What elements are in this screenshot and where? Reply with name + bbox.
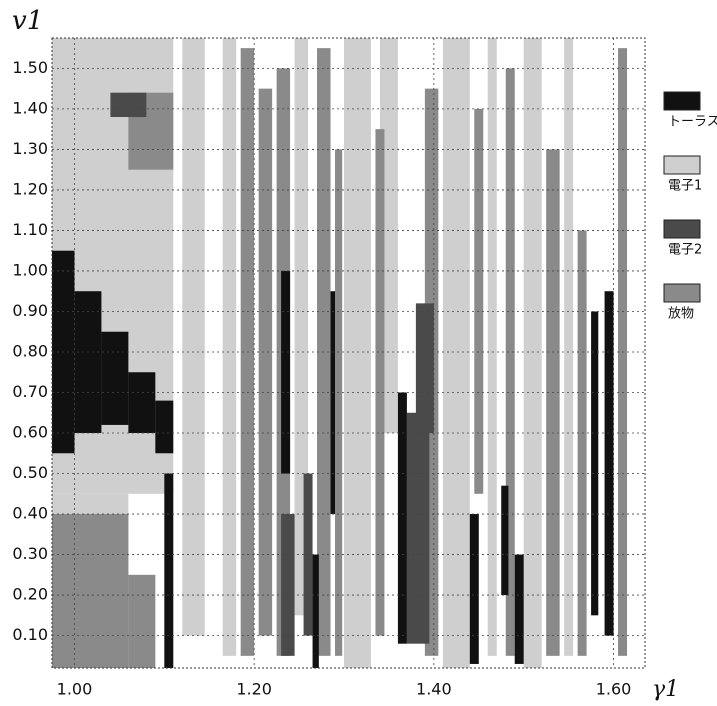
region — [469, 514, 479, 664]
y-tick-label: 0.80 — [12, 341, 48, 360]
region — [546, 149, 560, 656]
plot-frame — [51, 37, 646, 669]
region — [312, 554, 319, 668]
y-tick-label: 0.40 — [12, 504, 48, 523]
y-tick-label: 0.20 — [12, 585, 48, 604]
region — [52, 514, 129, 668]
legend-swatch — [663, 283, 701, 303]
x-tick-label: 1.40 — [416, 680, 452, 699]
y-tick-label: 0.90 — [12, 301, 48, 320]
region — [487, 38, 497, 656]
region — [577, 230, 587, 656]
region — [375, 129, 385, 636]
region — [330, 291, 336, 515]
region — [442, 38, 470, 668]
x-tick-label: 1.60 — [596, 680, 632, 699]
y-tick-label: 1.10 — [12, 220, 48, 239]
region — [128, 574, 156, 668]
region — [415, 303, 434, 434]
region — [474, 108, 484, 494]
y-tick-label: 1.30 — [12, 139, 48, 158]
y-tick-label: 0.60 — [12, 423, 48, 442]
legend-swatch — [663, 219, 701, 239]
region — [110, 92, 147, 118]
region — [281, 270, 291, 474]
region — [182, 38, 205, 636]
legend-label: 電子2 — [668, 243, 702, 258]
region — [564, 38, 574, 656]
y-tick-label: 0.10 — [12, 625, 48, 644]
region — [344, 38, 371, 668]
y-tick-label: 1.20 — [12, 179, 48, 198]
y-axis-label: v1 — [12, 6, 43, 36]
region — [258, 88, 273, 636]
region — [101, 331, 129, 425]
x-tick-label: 1.20 — [236, 680, 272, 699]
y-tick-label: 0.70 — [12, 382, 48, 401]
region — [164, 473, 174, 668]
region — [501, 485, 509, 596]
y-tick-label: 1.00 — [12, 260, 48, 279]
region — [591, 311, 599, 616]
region — [523, 38, 542, 668]
region — [155, 400, 174, 454]
region — [604, 291, 614, 636]
region — [294, 38, 309, 616]
region — [281, 514, 295, 656]
x-axis-label: γ1 — [652, 677, 679, 702]
legend-swatch — [663, 155, 701, 175]
y-tick-label: 1.40 — [12, 98, 48, 117]
y-tick-label: 0.50 — [12, 463, 48, 482]
legend-label: 放物 — [668, 307, 694, 322]
region — [406, 412, 430, 644]
y-tick-label: 1.50 — [12, 58, 48, 77]
legend-label: トーラス — [668, 115, 717, 130]
region — [335, 149, 343, 656]
y-tick-label: 0.30 — [12, 544, 48, 563]
region — [128, 372, 156, 434]
legend-swatch — [663, 91, 701, 111]
legend-label: 電子1 — [668, 179, 702, 194]
region — [397, 392, 407, 644]
region — [505, 68, 515, 656]
region — [222, 38, 237, 656]
x-tick-label: 1.00 — [57, 680, 93, 699]
region — [514, 554, 524, 664]
region — [74, 291, 102, 434]
